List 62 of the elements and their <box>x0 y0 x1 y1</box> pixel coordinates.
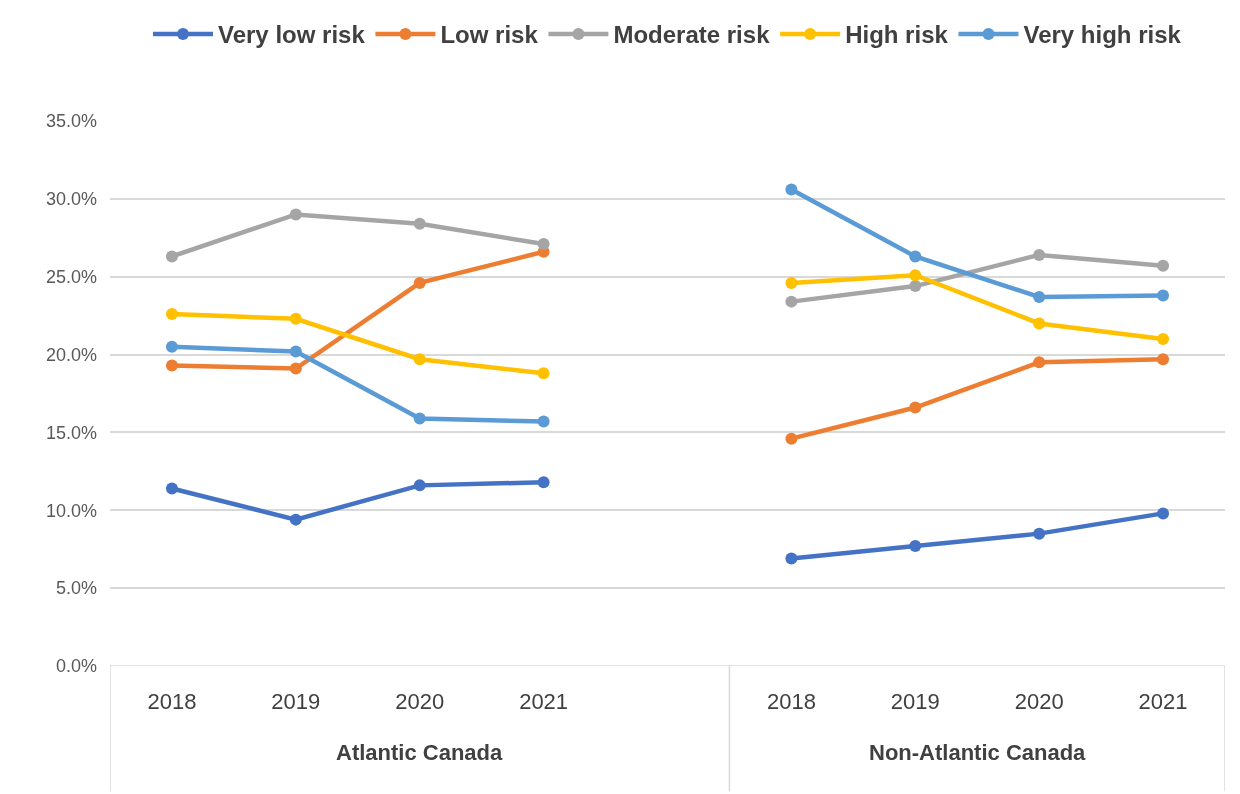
point <box>1157 333 1170 345</box>
point <box>1033 248 1046 261</box>
point <box>165 482 178 495</box>
point <box>413 479 426 492</box>
point <box>909 540 922 553</box>
point <box>1157 507 1170 520</box>
legend-label: Moderate risk <box>613 21 771 49</box>
x-tick-label: 2021 <box>519 689 569 714</box>
x-tick-label: 2021 <box>1138 689 1188 714</box>
legend-label: High risk <box>845 21 949 49</box>
point <box>1033 317 1046 330</box>
x-tick-label: 2018 <box>766 689 816 714</box>
x-tick-label: 2019 <box>271 689 321 714</box>
y-tick-label: 30.0% <box>45 189 97 210</box>
point <box>1033 527 1046 540</box>
point <box>785 276 798 289</box>
y-tick-label: 10.0% <box>45 500 97 521</box>
point <box>909 280 922 293</box>
y-tick-label: 20.0% <box>45 344 97 365</box>
point <box>537 238 550 250</box>
point <box>165 308 178 321</box>
point <box>413 353 426 366</box>
point <box>289 208 302 221</box>
point <box>413 412 426 425</box>
point <box>1157 353 1170 366</box>
point <box>289 345 302 358</box>
point <box>785 552 798 565</box>
y-tick-label: 15.0% <box>45 422 97 443</box>
legend-label: Low risk <box>440 21 539 49</box>
y-tick-label: 0.0% <box>55 656 97 677</box>
point <box>909 250 922 263</box>
point <box>289 312 302 325</box>
x-tick-label: 2019 <box>890 689 940 714</box>
point <box>289 513 302 526</box>
point <box>785 295 798 308</box>
point <box>1033 290 1046 303</box>
text: Non-Atlantic Canada <box>869 740 1087 765</box>
point <box>413 276 426 289</box>
point <box>289 362 302 375</box>
point <box>413 217 426 230</box>
point <box>537 367 550 380</box>
point <box>909 401 922 414</box>
point <box>165 340 178 353</box>
point <box>1033 356 1046 369</box>
legend-label: Very low risk <box>218 21 366 49</box>
x-tick-label: 2020 <box>395 689 445 714</box>
y-tick-label: 35.0% <box>45 111 97 132</box>
point <box>1157 289 1170 302</box>
point <box>909 269 922 282</box>
legend-label: Very high risk <box>1023 21 1182 49</box>
x-tick-label: 2020 <box>1014 689 1064 714</box>
text: Atlantic Canada <box>336 740 504 765</box>
point <box>165 250 178 263</box>
point <box>165 359 178 372</box>
point <box>785 432 798 445</box>
point <box>1157 259 1170 272</box>
point <box>785 183 798 196</box>
y-tick-label: 25.0% <box>45 267 97 288</box>
y-tick-label: 5.0% <box>55 578 97 599</box>
point <box>537 476 550 489</box>
x-tick-label: 2018 <box>147 689 197 714</box>
point <box>537 415 550 428</box>
